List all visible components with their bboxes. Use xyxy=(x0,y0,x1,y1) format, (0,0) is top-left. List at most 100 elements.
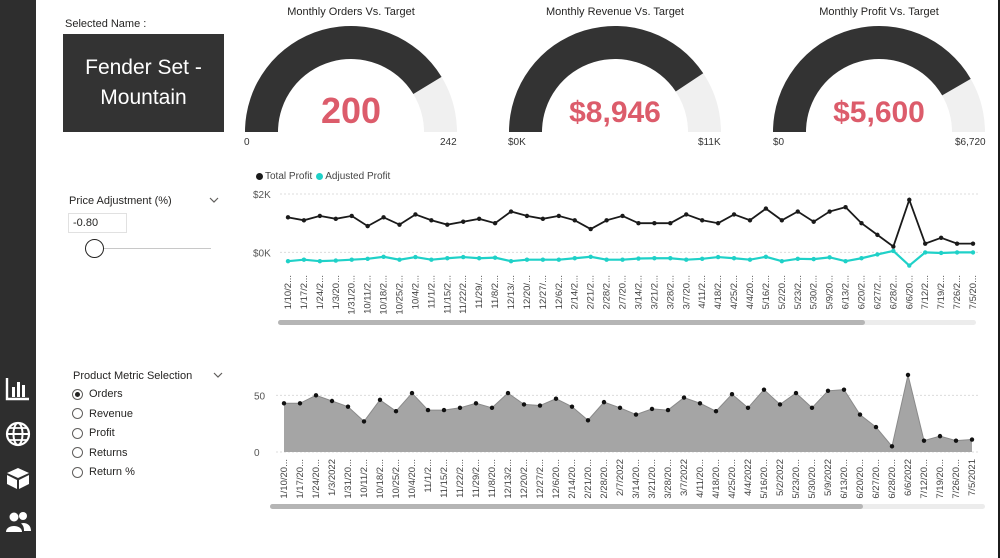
data-point[interactable] xyxy=(825,388,831,393)
data-point[interactable] xyxy=(473,401,479,406)
data-point[interactable] xyxy=(572,256,577,261)
data-point[interactable] xyxy=(476,256,482,261)
data-point[interactable] xyxy=(297,401,303,406)
data-point[interactable] xyxy=(365,223,370,229)
data-point[interactable] xyxy=(333,216,338,222)
area-chart-scroll-thumb[interactable] xyxy=(270,504,863,509)
data-point[interactable] xyxy=(553,396,559,401)
data-point[interactable] xyxy=(923,250,928,255)
data-point[interactable] xyxy=(891,244,896,249)
data-point[interactable] xyxy=(715,221,721,226)
radio-button[interactable] xyxy=(72,427,83,439)
data-point[interactable] xyxy=(381,215,386,220)
data-point[interactable] xyxy=(827,255,832,260)
data-point[interactable] xyxy=(905,372,911,378)
data-point[interactable] xyxy=(668,221,673,226)
data-point[interactable] xyxy=(795,256,800,262)
data-point[interactable] xyxy=(891,248,896,254)
data-point[interactable] xyxy=(875,232,880,238)
data-point[interactable] xyxy=(937,433,943,439)
data-point[interactable] xyxy=(841,387,847,392)
price-adjustment-slider-thumb[interactable] xyxy=(85,239,104,258)
data-point[interactable] xyxy=(413,254,418,260)
data-point[interactable] xyxy=(684,212,689,217)
data-point[interactable] xyxy=(809,405,815,410)
chevron-down-icon[interactable] xyxy=(213,372,223,378)
data-point[interactable] xyxy=(970,241,976,246)
data-point[interactable] xyxy=(313,393,319,398)
data-point[interactable] xyxy=(795,209,800,214)
data-point[interactable] xyxy=(969,437,975,442)
data-point[interactable] xyxy=(954,250,960,255)
data-point[interactable] xyxy=(588,226,593,232)
data-point[interactable] xyxy=(285,215,291,220)
line-chart-scroll-thumb[interactable] xyxy=(278,320,865,325)
data-point[interactable] xyxy=(617,405,623,410)
data-point[interactable] xyxy=(492,255,498,260)
data-point[interactable] xyxy=(333,258,338,263)
data-point[interactable] xyxy=(429,257,434,262)
data-point[interactable] xyxy=(429,218,434,223)
data-point[interactable] xyxy=(397,257,402,262)
data-point[interactable] xyxy=(508,209,514,214)
data-point[interactable] xyxy=(731,256,737,261)
data-point[interactable] xyxy=(620,257,625,262)
data-point[interactable] xyxy=(684,257,689,262)
data-point[interactable] xyxy=(457,405,463,410)
data-point[interactable] xyxy=(317,213,323,219)
radio-button[interactable] xyxy=(72,388,83,400)
data-point[interactable] xyxy=(761,387,767,392)
data-point[interactable] xyxy=(697,401,703,406)
data-point[interactable] xyxy=(793,390,799,396)
data-point[interactable] xyxy=(859,221,864,226)
data-point[interactable] xyxy=(779,218,785,223)
data-point[interactable] xyxy=(745,405,751,410)
data-point[interactable] xyxy=(441,407,447,413)
data-point[interactable] xyxy=(445,222,450,227)
metric-option[interactable]: Profit xyxy=(72,426,115,440)
data-point[interactable] xyxy=(281,401,287,406)
data-point[interactable] xyxy=(636,221,641,226)
data-point[interactable] xyxy=(393,409,399,414)
radio-button[interactable] xyxy=(72,466,83,478)
data-point[interactable] xyxy=(361,419,367,424)
data-point[interactable] xyxy=(668,256,673,261)
radio-button[interactable] xyxy=(72,447,83,458)
data-point[interactable] xyxy=(843,258,848,264)
data-point[interactable] xyxy=(873,424,879,430)
data-point[interactable] xyxy=(875,252,880,257)
bar-chart-icon[interactable] xyxy=(4,374,32,402)
data-point[interactable] xyxy=(508,258,514,264)
data-point[interactable] xyxy=(540,257,546,262)
chevron-down-icon[interactable] xyxy=(209,197,219,203)
data-point[interactable] xyxy=(652,256,657,261)
data-point[interactable] xyxy=(907,263,912,268)
data-point[interactable] xyxy=(505,390,511,396)
users-icon[interactable] xyxy=(4,508,32,536)
data-point[interactable] xyxy=(397,222,402,227)
data-point[interactable] xyxy=(521,402,527,407)
radio-button[interactable] xyxy=(72,408,83,419)
data-point[interactable] xyxy=(649,406,655,412)
data-point[interactable] xyxy=(763,206,769,211)
data-point[interactable] xyxy=(938,250,944,256)
data-point[interactable] xyxy=(811,256,816,262)
data-point[interactable] xyxy=(537,403,543,408)
data-point[interactable] xyxy=(731,212,737,217)
metric-option[interactable]: Return % xyxy=(72,465,135,479)
data-point[interactable] xyxy=(859,256,864,261)
data-point[interactable] xyxy=(317,258,323,264)
data-point[interactable] xyxy=(489,405,495,410)
data-point[interactable] xyxy=(349,257,354,262)
data-point[interactable] xyxy=(604,218,609,223)
data-point[interactable] xyxy=(811,219,816,224)
data-point[interactable] xyxy=(970,250,976,255)
data-point[interactable] xyxy=(779,258,785,264)
metric-option[interactable]: Orders xyxy=(72,387,123,401)
box-icon[interactable] xyxy=(4,464,32,492)
data-point[interactable] xyxy=(954,241,960,246)
data-point[interactable] xyxy=(715,254,721,260)
data-point[interactable] xyxy=(556,213,562,219)
metric-option[interactable]: Returns xyxy=(72,446,128,460)
data-point[interactable] xyxy=(409,390,415,396)
